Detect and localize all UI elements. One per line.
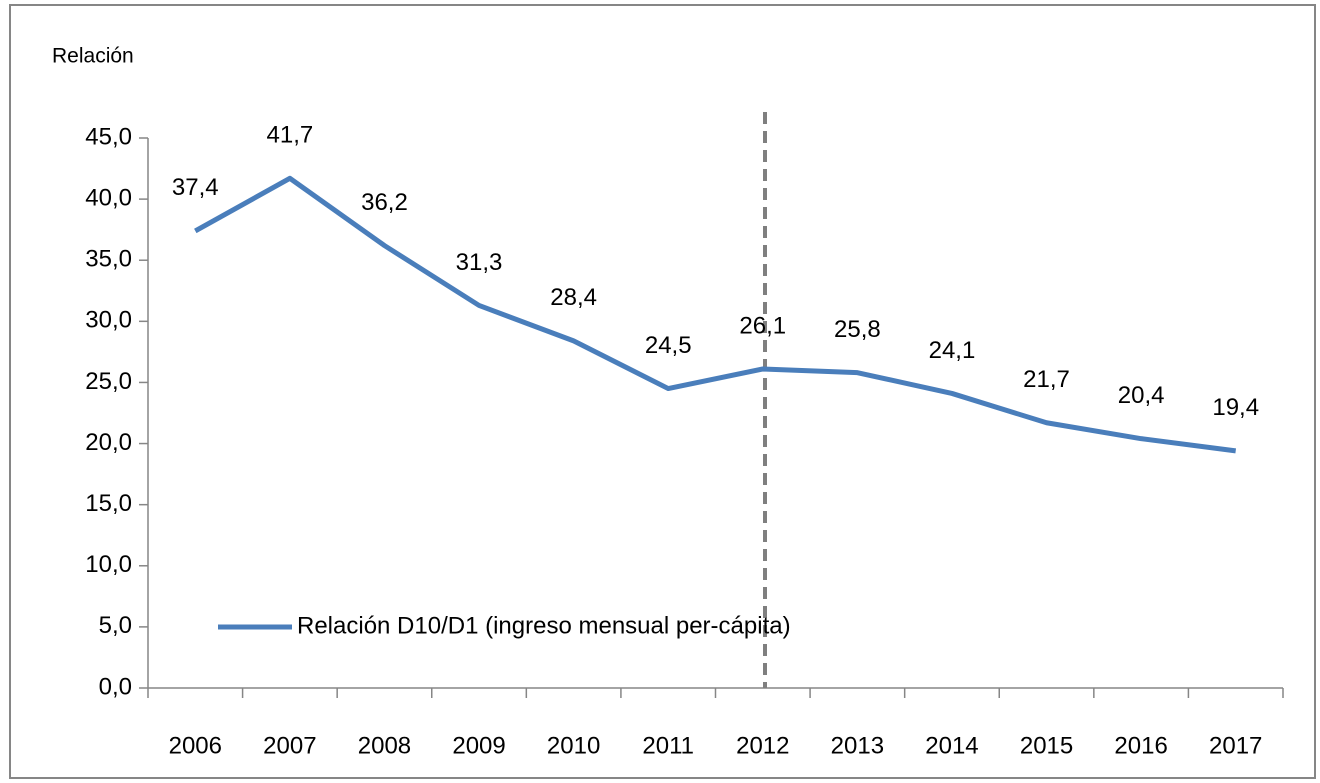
data-label: 25,8 [834,316,881,343]
y-tick-label: 20,0 [85,429,132,456]
data-label: 36,2 [361,189,408,216]
data-label: 24,1 [929,337,976,364]
y-tick-label: 30,0 [85,307,132,334]
x-tick-label: 2009 [452,732,505,759]
x-tick-label: 2015 [1020,732,1073,759]
data-label: 20,4 [1118,382,1165,409]
x-tick-label: 2012 [736,732,789,759]
data-label: 21,7 [1023,366,1070,393]
data-label: 28,4 [550,284,597,311]
data-label: 24,5 [645,332,692,359]
x-tick-label: 2006 [169,732,222,759]
y-tick-label: 25,0 [85,368,132,395]
y-tick-label: 40,0 [85,184,132,211]
y-axis-label: Relación [52,45,134,68]
chart-frame [9,4,1316,779]
x-tick-label: 2014 [925,732,978,759]
y-tick-label: 35,0 [85,246,132,273]
data-label: 37,4 [172,174,219,201]
x-tick-label: 2007 [263,732,316,759]
legend-label: Relación D10/D1 (ingreso mensual per-cáp… [297,612,791,639]
x-tick-label: 2016 [1114,732,1167,759]
x-tick-label: 2010 [547,732,600,759]
x-tick-label: 2008 [358,732,411,759]
x-tick-label: 2017 [1209,732,1262,759]
data-label: 31,3 [456,249,503,276]
data-line [194,175,1237,454]
y-tick-label: 0,0 [99,673,132,700]
y-tick-label: 15,0 [85,490,132,517]
y-tick-label: 45,0 [85,123,132,150]
data-label: 19,4 [1212,394,1259,421]
data-label: 26,1 [739,312,786,339]
x-tick-label: 2013 [831,732,884,759]
x-tick-label: 2011 [642,732,694,759]
y-tick-label: 5,0 [99,612,132,639]
data-label: 41,7 [267,122,314,149]
y-tick-label: 10,0 [85,551,132,578]
